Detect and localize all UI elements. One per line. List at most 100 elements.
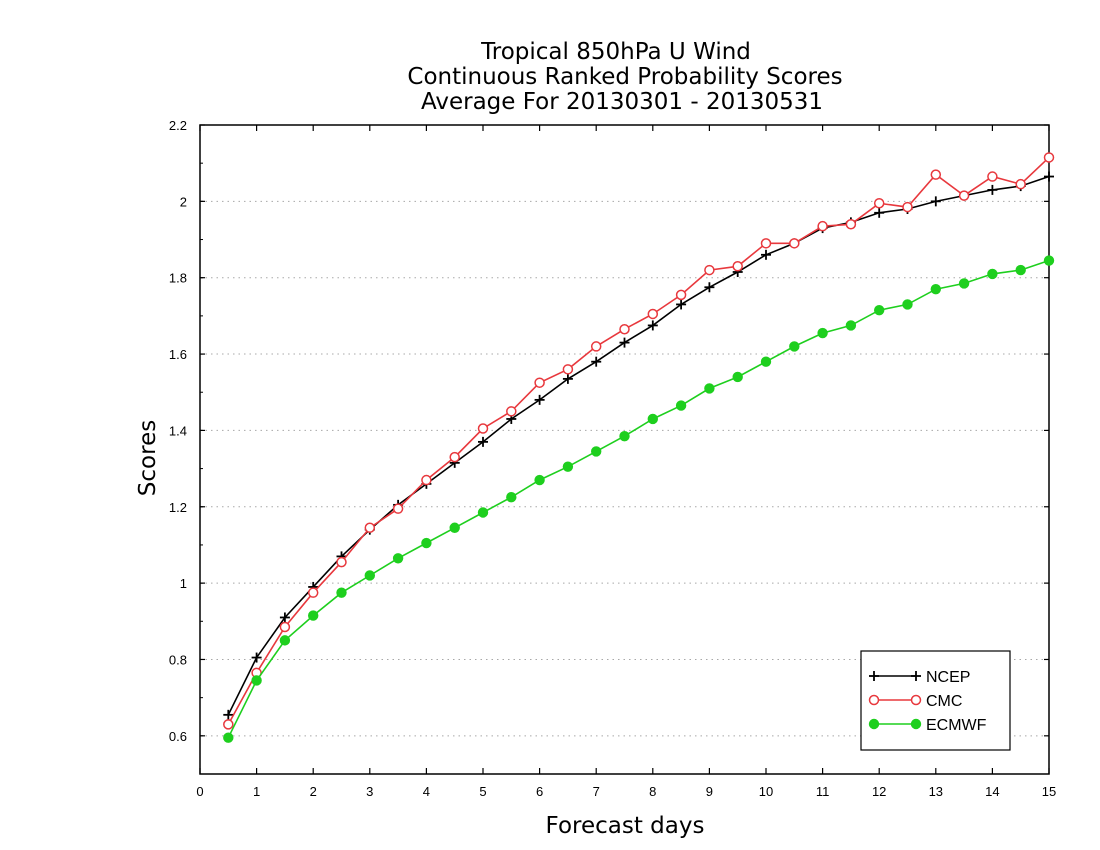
data-point-cmc xyxy=(704,264,715,276)
y-tick-label: 1.6 xyxy=(169,347,187,362)
data-point-ecmwf xyxy=(279,635,291,646)
data-point-ecmwf xyxy=(1015,264,1026,276)
data-point-cmc xyxy=(732,261,743,272)
legend-marker xyxy=(868,694,880,706)
data-point-ecmwf xyxy=(930,283,942,295)
data-point-ncep xyxy=(874,207,885,218)
x-tick-label: 12 xyxy=(872,784,886,799)
data-point-ecmwf xyxy=(845,320,857,331)
data-point-ecmwf xyxy=(987,268,998,280)
data-point-ecmwf xyxy=(477,507,489,518)
series-cmc xyxy=(223,152,1055,730)
data-point-ncep xyxy=(704,282,715,293)
data-point-ncep xyxy=(279,612,290,623)
data-point-cmc xyxy=(364,522,376,534)
data-point-ecmwf xyxy=(251,675,262,686)
x-tick-label: 3 xyxy=(366,784,373,799)
data-point-cmc xyxy=(590,341,602,352)
data-point-ecmwf xyxy=(421,537,432,549)
series-line-ecmwf xyxy=(227,259,1050,739)
data-point-cmc xyxy=(817,220,828,232)
y-tick-label: 1.4 xyxy=(169,423,187,438)
data-point-ncep xyxy=(223,709,234,720)
data-point-cmc xyxy=(307,587,319,598)
legend-marker xyxy=(869,671,879,681)
data-point-cmc xyxy=(562,364,574,375)
data-point-ncep xyxy=(1044,171,1054,182)
data-point-cmc xyxy=(958,190,970,201)
x-tick-label: 15 xyxy=(1042,784,1056,799)
series-lines xyxy=(223,152,1055,743)
data-point-ecmwf xyxy=(817,327,828,339)
data-point-cmc xyxy=(760,238,772,249)
axis-ticks: 0.60.811.21.41.61.822.20 1 2 3 4 5 6 7 8 9 10 11 12 1… xyxy=(169,118,1056,799)
series-ecmwf xyxy=(223,255,1055,743)
data-point-ecmwf xyxy=(675,400,687,411)
y-tick-label: 0.8 xyxy=(169,652,187,667)
data-point-ecmwf xyxy=(223,732,234,743)
plot-frame xyxy=(199,124,1050,775)
legend-marker xyxy=(911,671,921,681)
data-point-ecmwf xyxy=(562,461,574,472)
data-point-ecmwf xyxy=(874,304,885,316)
chart-title-line-3: Average For 20130301 - 20130531 xyxy=(421,89,823,115)
y-tick-label: 2.2 xyxy=(169,118,187,133)
data-point-ecmwf xyxy=(1043,255,1055,266)
data-point-ecmwf xyxy=(789,341,800,352)
data-point-cmc xyxy=(1043,152,1055,163)
data-point-ecmwf xyxy=(392,553,404,564)
x-tick-label: 5 xyxy=(479,784,486,799)
x-tick-label: 7 xyxy=(593,784,600,799)
chart-title-line-1: Tropical 850hPa U Wind xyxy=(480,39,751,65)
chart-title-line-2: Continuous Ranked Probability Scores xyxy=(407,64,842,90)
data-point-ncep xyxy=(591,356,602,367)
data-point-cmc xyxy=(987,171,998,182)
data-point-cmc xyxy=(534,377,545,388)
data-point-cmc xyxy=(449,451,460,463)
data-point-ecmwf xyxy=(449,522,460,533)
series-ncep xyxy=(223,171,1054,720)
legend-label-cmc: CMC xyxy=(926,693,962,710)
data-point-ecmwf xyxy=(732,371,743,383)
data-point-ecmwf xyxy=(619,430,630,442)
data-point-ncep xyxy=(534,394,545,405)
y-tick-label: 2 xyxy=(180,194,187,209)
data-point-cmc xyxy=(619,323,630,335)
data-point-ncep xyxy=(562,373,573,384)
data-point-ecmwf xyxy=(704,383,715,394)
legend-label-ecmwf: ECMWF xyxy=(926,717,987,734)
x-tick-label: 10 xyxy=(759,784,773,799)
data-point-cmc xyxy=(873,198,885,209)
data-point-ecmwf xyxy=(760,356,772,367)
data-point-cmc xyxy=(845,219,857,230)
data-point-cmc xyxy=(675,289,687,301)
data-point-ecmwf xyxy=(647,413,659,425)
data-point-ecmwf xyxy=(336,587,347,598)
legend-item-ncep: NCEP xyxy=(869,669,970,686)
legend-item-ecmwf: ECMWF xyxy=(868,717,987,734)
legend-item-cmc: CMC xyxy=(868,693,962,710)
data-point-ecmwf xyxy=(534,474,545,486)
x-tick-label: 9 xyxy=(706,784,713,799)
y-tick-label: 1.2 xyxy=(169,500,187,515)
data-point-cmc xyxy=(930,169,942,180)
x-tick-label: 11 xyxy=(816,784,830,799)
data-point-ecmwf xyxy=(506,492,517,503)
data-point-cmc xyxy=(789,238,800,249)
legend-label-ncep: NCEP xyxy=(926,669,970,686)
data-point-cmc xyxy=(279,621,291,633)
x-axis-title: Forecast days xyxy=(546,813,705,839)
legend-marker xyxy=(910,718,922,730)
x-tick-label: 4 xyxy=(423,784,430,799)
data-point-ecmwf xyxy=(591,446,602,457)
x-tick-label: 14 xyxy=(985,784,999,799)
y-axis-title: Scores xyxy=(135,420,161,496)
x-tick-label: 2 xyxy=(310,784,317,799)
data-point-ncep xyxy=(676,299,687,310)
data-point-cmc xyxy=(392,503,404,514)
y-tick-label: 0.6 xyxy=(169,729,187,744)
data-point-cmc xyxy=(647,308,659,320)
data-point-cmc xyxy=(336,556,347,568)
series-line-cmc xyxy=(227,156,1050,725)
x-tick-label: 1 xyxy=(253,784,260,799)
